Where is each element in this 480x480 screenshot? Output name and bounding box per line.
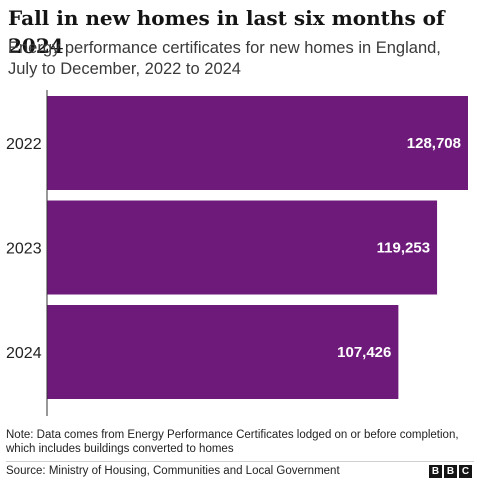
bbc-logo-letter: B — [429, 465, 442, 478]
bbc-logo-letter: B — [444, 465, 457, 478]
bar-2024 — [47, 305, 399, 399]
bar-2022 — [47, 96, 468, 190]
chart-title: Fall in new homes in last six months of … — [8, 6, 445, 58]
bbc-logo-letter: C — [459, 465, 472, 478]
bar-value-label: 119,253 — [377, 240, 430, 257]
chart-subtitle: Energy performance certificates for new … — [8, 39, 441, 78]
footer-divider — [6, 461, 474, 462]
chart-note: Note: Data comes from Energy Performance… — [6, 429, 459, 455]
source-text: Source: Ministry of Housing, Communities… — [6, 465, 340, 477]
bbc-logo: B B C — [429, 465, 472, 478]
bar-2023 — [47, 200, 438, 295]
bar-value-label: 107,426 — [337, 344, 391, 361]
category-label: 2023 — [6, 241, 42, 258]
bar-chart: 128,708 2022 119,253 2023 107,426 2024 — [6, 90, 468, 416]
bar-value-label: 128,708 — [407, 135, 461, 152]
category-label: 2022 — [6, 136, 42, 153]
category-label: 2024 — [6, 345, 42, 362]
